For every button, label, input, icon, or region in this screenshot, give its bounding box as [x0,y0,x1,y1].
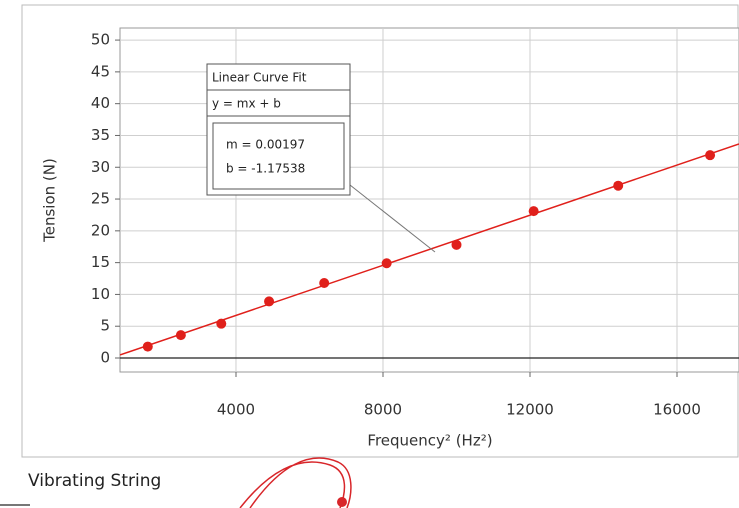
annotation-leader [349,184,436,253]
x-tick-label: 4000 [217,401,255,419]
fit-params-frame [212,122,345,190]
data-point [264,296,275,307]
x-tick-label: 12000 [506,401,554,419]
data-point [613,180,624,191]
y-tick-label: 5 [100,317,110,335]
y-tick-label: 35 [91,126,110,144]
y-axis-label: Tension (N) [41,158,59,243]
y-tick-label: 10 [91,285,110,303]
y-tick-label: 50 [91,31,110,49]
x-tick-label: 16000 [653,401,701,419]
fit-box: Linear Curve Fit y = mx + b m = 0.00197 … [206,63,351,196]
fit-m: m = 0.00197 [226,138,305,152]
data-point [216,318,227,329]
data-point [175,330,186,341]
data-point [451,239,462,250]
y-tick-label: 40 [91,94,110,112]
data-point [528,206,539,217]
y-tick-label: 45 [91,62,110,80]
caption: Vibrating String [28,471,161,491]
fit-equation: y = mx + b [212,97,281,111]
data-point [319,277,330,288]
decoration-knob [337,497,347,507]
fit-title: Linear Curve Fit [212,71,307,85]
data-point [381,258,392,269]
x-axis-label: Frequency² (Hz²) [367,432,492,450]
fit-b: b = -1.17538 [226,162,305,176]
y-tick-label: 0 [100,349,110,367]
decoration-wires [239,457,352,508]
data-point [142,341,153,352]
plot: 0 5 10 15 20 25 30 35 40 45 50 4000 8000 12000 16000 [91,27,739,419]
y-tick-label: 20 [91,221,110,239]
x-tick-label: 8000 [364,401,402,419]
y-tick-label: 30 [91,158,110,176]
y-tick-label: 25 [91,190,110,208]
y-tick-label: 15 [91,253,110,271]
data-point [705,150,716,161]
